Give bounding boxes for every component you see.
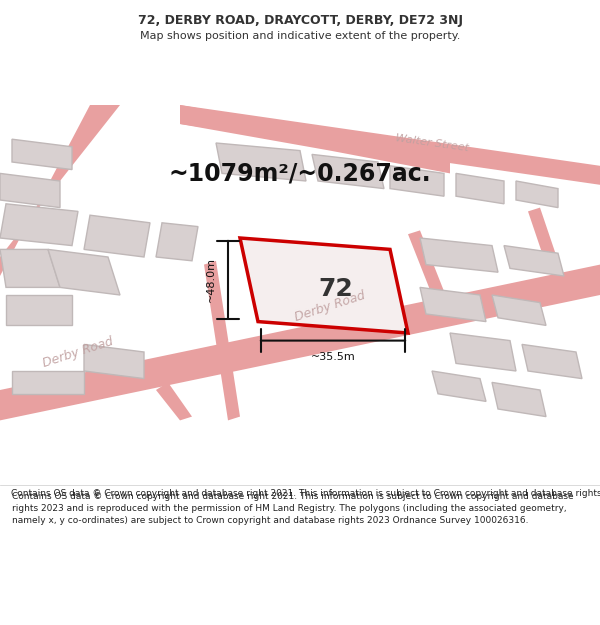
Polygon shape: [0, 173, 60, 208]
Text: Contains OS data © Crown copyright and database right 2021. This information is : Contains OS data © Crown copyright and d…: [12, 492, 574, 524]
Polygon shape: [84, 215, 150, 257]
Polygon shape: [180, 105, 330, 151]
Polygon shape: [390, 166, 444, 196]
Polygon shape: [12, 371, 84, 394]
Polygon shape: [516, 181, 558, 208]
Polygon shape: [420, 238, 498, 272]
Polygon shape: [420, 288, 486, 322]
Polygon shape: [0, 249, 60, 288]
Polygon shape: [156, 222, 198, 261]
Polygon shape: [48, 249, 120, 295]
Text: ~48.0m: ~48.0m: [206, 258, 216, 302]
Polygon shape: [456, 173, 504, 204]
Polygon shape: [84, 344, 144, 379]
Polygon shape: [432, 371, 486, 401]
Polygon shape: [0, 105, 120, 276]
Polygon shape: [312, 154, 384, 189]
Polygon shape: [504, 246, 564, 276]
Polygon shape: [0, 204, 78, 246]
Polygon shape: [258, 257, 378, 295]
Text: Map shows position and indicative extent of the property.: Map shows position and indicative extent…: [140, 31, 460, 41]
Text: Derby Road: Derby Road: [41, 334, 115, 369]
Text: Derby Road: Derby Road: [293, 289, 367, 324]
Text: 72: 72: [319, 278, 353, 301]
Polygon shape: [240, 238, 408, 333]
Polygon shape: [522, 344, 582, 379]
Polygon shape: [492, 295, 546, 326]
Polygon shape: [0, 264, 600, 421]
Text: ~1079m²/~0.267ac.: ~1079m²/~0.267ac.: [169, 161, 431, 186]
Polygon shape: [180, 105, 600, 185]
Text: 72, DERBY ROAD, DRAYCOTT, DERBY, DE72 3NJ: 72, DERBY ROAD, DRAYCOTT, DERBY, DE72 3N…: [137, 14, 463, 27]
Polygon shape: [204, 261, 240, 421]
Text: ~35.5m: ~35.5m: [311, 352, 355, 362]
Polygon shape: [408, 231, 444, 295]
Text: Walter Street: Walter Street: [395, 133, 469, 153]
Polygon shape: [330, 132, 450, 173]
Polygon shape: [12, 139, 72, 169]
Polygon shape: [156, 382, 192, 421]
Polygon shape: [528, 208, 558, 264]
Polygon shape: [450, 333, 516, 371]
Text: Contains OS data © Crown copyright and database right 2021. This information is : Contains OS data © Crown copyright and d…: [11, 489, 600, 498]
Polygon shape: [216, 143, 306, 181]
Polygon shape: [492, 382, 546, 417]
Polygon shape: [6, 295, 72, 326]
